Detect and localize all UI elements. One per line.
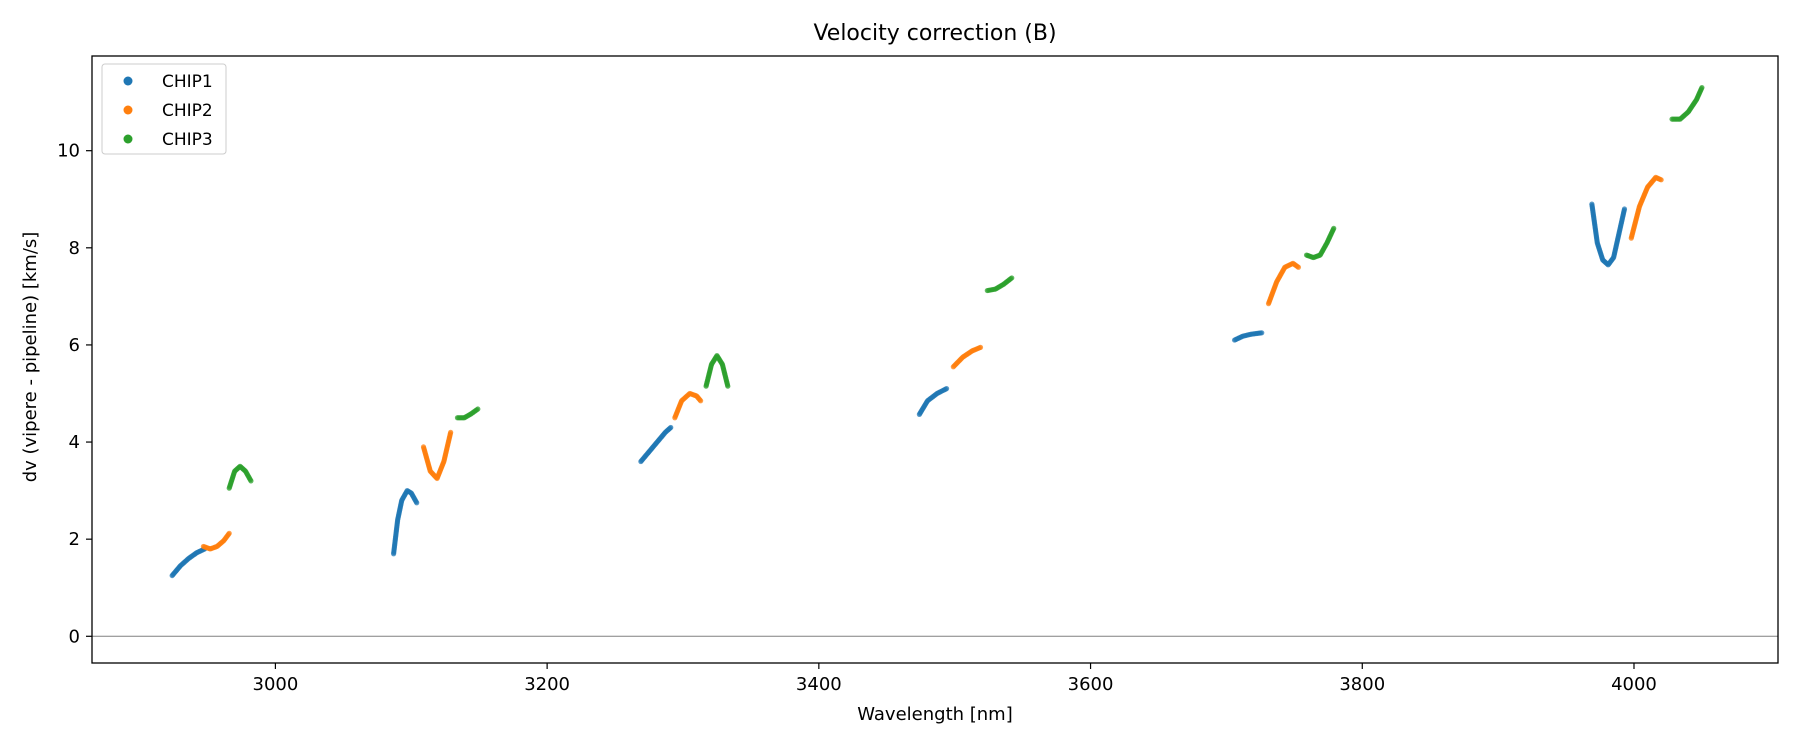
- data-point-chip2: [698, 398, 704, 404]
- y-tick-label: 0: [69, 626, 80, 647]
- data-point-chip3: [725, 383, 731, 389]
- data-point-chip2: [1658, 177, 1664, 183]
- data-point-chip1: [1259, 330, 1265, 336]
- x-tick-label: 4000: [1611, 674, 1657, 695]
- data-point-chip3: [1699, 84, 1705, 91]
- plot-area: 3000 3200 3400 3600 3800 4000 0 2 4 6 8 10 CHIP1 CHIP…: [57, 55, 1779, 695]
- data-point-chip3: [1331, 225, 1337, 231]
- y-tick-label: 2: [69, 529, 80, 550]
- data-point-chip2: [1295, 264, 1302, 270]
- legend-label-chip2: CHIP2: [162, 101, 213, 121]
- x-tick-label: 3800: [1339, 674, 1385, 695]
- chart-title: Velocity correction (B): [813, 21, 1056, 46]
- y-axis-label: dv (vipere - pipeline) [km/s]: [20, 232, 41, 483]
- plot-frame: [91, 55, 1779, 664]
- data-point-chip2: [226, 530, 232, 536]
- data-point-chip1: [668, 424, 674, 431]
- y-tick-label: 8: [69, 238, 80, 259]
- data-point-chip3: [248, 478, 254, 484]
- data-point-chip3: [1009, 275, 1015, 281]
- legend-marker-chip1: [123, 76, 133, 86]
- y-tick-label: 4: [69, 432, 80, 453]
- x-tick-label: 3000: [253, 674, 299, 695]
- y-tick-label: 6: [69, 335, 80, 356]
- y-tick-label: 10: [57, 141, 80, 162]
- x-tick-label: 3200: [524, 674, 570, 695]
- x-axis-label: Wavelength [nm]: [857, 704, 1013, 725]
- data-point-chip1: [943, 386, 950, 392]
- legend-label-chip1: CHIP1: [162, 72, 213, 92]
- legend-marker-chip3: [123, 134, 133, 144]
- x-tick-label: 3600: [1068, 674, 1114, 695]
- legend-marker-chip2: [123, 105, 133, 115]
- data-point-chip1: [1621, 206, 1628, 212]
- legend-box: [101, 63, 227, 155]
- data-point-chip1: [414, 500, 420, 506]
- data-point-chip2: [977, 344, 984, 350]
- legend-label-chip3: CHIP3: [162, 130, 213, 150]
- x-tick-label: 3400: [796, 674, 842, 695]
- data-point-chip2: [448, 429, 454, 435]
- data-point-chip3: [475, 406, 481, 412]
